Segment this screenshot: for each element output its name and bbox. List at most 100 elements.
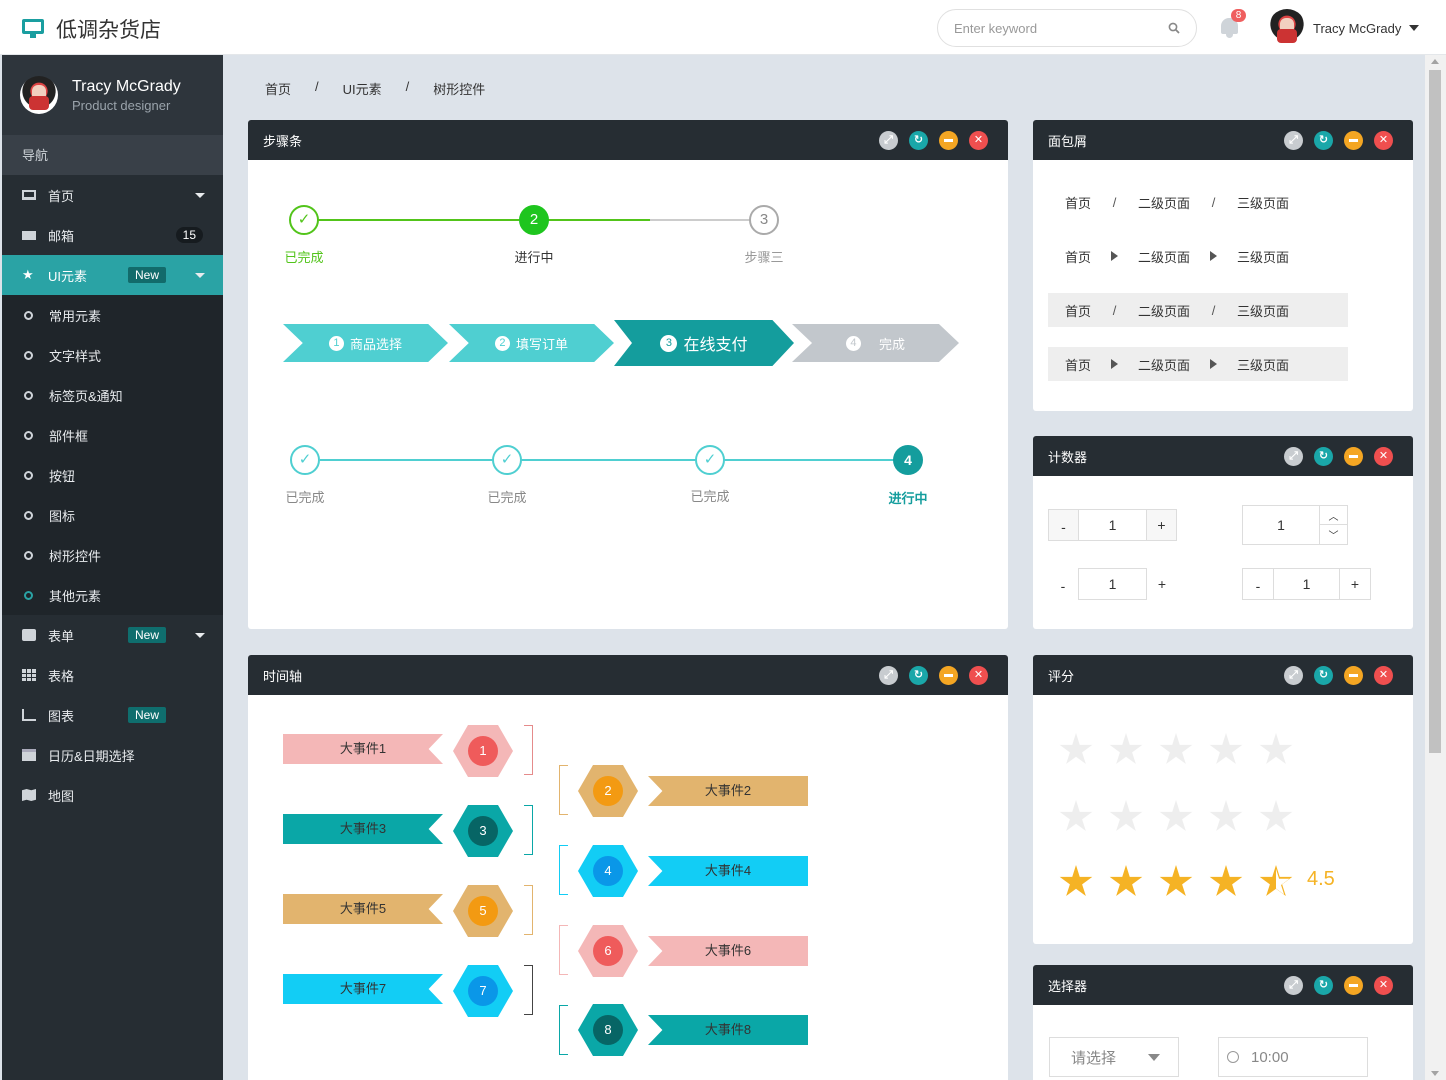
star-icon[interactable] — [1159, 865, 1193, 896]
search-input[interactable]: Enter keyword — [954, 20, 1038, 36]
minus-button[interactable]: - — [1060, 578, 1066, 594]
sidebar-item-calendar[interactable]: 日历&日期选择 — [2, 735, 223, 775]
refresh-icon[interactable]: ↻ — [1314, 976, 1333, 995]
star-icon[interactable] — [1259, 865, 1293, 896]
minimize-icon[interactable] — [1344, 976, 1363, 995]
star-icon[interactable] — [1109, 865, 1143, 896]
sidebar-item-home[interactable]: 首页 — [2, 175, 223, 215]
expand-icon[interactable]: ⤢ — [1284, 447, 1303, 466]
close-icon[interactable]: ✕ — [1374, 976, 1393, 995]
expand-icon[interactable]: ⤢ — [1284, 666, 1303, 685]
new-badge: New — [128, 707, 167, 723]
star-icon[interactable] — [1209, 733, 1243, 764]
breadcrumb-item[interactable]: 二级页面 — [1138, 249, 1191, 265]
search-icon[interactable] — [1168, 22, 1180, 34]
chevron-up-icon[interactable]: ︿ — [1319, 506, 1348, 525]
expand-icon[interactable]: ⤢ — [1284, 976, 1303, 995]
minimize-icon[interactable] — [1344, 447, 1363, 466]
quantity-input[interactable]: 1 — [1078, 568, 1147, 600]
arrow-step[interactable]: 4 完成 — [792, 324, 959, 362]
star-icon[interactable] — [1259, 800, 1293, 831]
breadcrumb-item[interactable]: 首页 — [1065, 357, 1092, 373]
arrow-step-active[interactable]: 3 在线支付 — [614, 320, 794, 366]
arrow-step[interactable]: 2 填写订单 — [449, 324, 614, 362]
close-icon[interactable]: ✕ — [1374, 666, 1393, 685]
star-icon[interactable] — [1059, 865, 1093, 896]
sidebar-sub-item[interactable]: 树形控件 — [2, 535, 223, 575]
sidebar-item-map[interactable]: 地图 — [2, 775, 223, 815]
breadcrumb-item[interactable]: 首页 — [1065, 303, 1092, 319]
step-number: 3 — [660, 334, 678, 352]
breadcrumb-item[interactable]: 首页 — [1065, 195, 1092, 211]
close-icon[interactable]: ✕ — [1374, 447, 1393, 466]
scroll-down-icon[interactable] — [1431, 1071, 1439, 1076]
breadcrumb-item[interactable]: 首页 — [265, 82, 292, 97]
panel-tools: ⤢ ↻ ✕ — [1273, 131, 1393, 150]
breadcrumb-item[interactable]: 二级页面 — [1138, 357, 1191, 373]
plus-button[interactable]: + — [1157, 576, 1167, 592]
chevron-down-icon[interactable]: ﹀ — [1328, 531, 1339, 542]
star-icon[interactable] — [1259, 733, 1293, 764]
star-icon[interactable] — [1159, 733, 1193, 764]
sidebar-sub-item[interactable]: 标签页&通知 — [2, 375, 223, 415]
minimize-icon[interactable] — [939, 131, 958, 150]
close-icon[interactable]: ✕ — [969, 666, 988, 685]
refresh-icon[interactable]: ↻ — [1314, 447, 1333, 466]
close-icon[interactable]: ✕ — [969, 131, 988, 150]
expand-icon[interactable]: ⤢ — [879, 131, 898, 150]
sidebar-sub-item[interactable]: 常用元素 — [2, 295, 223, 335]
user-menu[interactable]: Tracy McGrady — [1268, 9, 1420, 47]
minimize-icon[interactable] — [939, 666, 958, 685]
search-box[interactable]: Enter keyword — [937, 9, 1197, 47]
sidebar-sub-item[interactable]: 部件框 — [2, 415, 223, 455]
minimize-icon[interactable] — [1344, 666, 1363, 685]
minus-button[interactable]: - — [1049, 510, 1079, 540]
minus-button[interactable]: - — [1243, 569, 1274, 599]
scroll-up-icon[interactable] — [1431, 59, 1439, 64]
plus-button[interactable]: + — [1146, 510, 1176, 540]
close-icon[interactable]: ✕ — [1374, 131, 1393, 150]
refresh-icon[interactable]: ↻ — [1314, 131, 1333, 150]
time-picker[interactable]: 10:00 — [1218, 1037, 1368, 1077]
refresh-icon[interactable]: ↻ — [1314, 666, 1333, 685]
star-icon[interactable] — [1059, 733, 1093, 764]
timeline-panel: 时间轴 ⤢ ↻ ✕ 大事件1 1 大事件3 3 大事件5 5 大事件7 7 2 大事… — [248, 655, 1008, 1080]
sidebar-item-charts[interactable]: 图表 New — [2, 695, 223, 735]
plus-button[interactable]: + — [1339, 569, 1370, 599]
sidebar-sub-item-current[interactable]: 其他元素 — [2, 575, 223, 615]
star-icon[interactable] — [1059, 800, 1093, 831]
scrollbar-thumb[interactable] — [1429, 70, 1441, 753]
breadcrumb-item[interactable]: UI元素 — [342, 82, 382, 97]
star-icon[interactable] — [1209, 865, 1243, 896]
quantity-input[interactable]: 1 — [1277, 517, 1285, 533]
sidebar-item-ui[interactable]: ★ UI元素 New — [2, 255, 223, 295]
refresh-icon[interactable]: ↻ — [909, 131, 928, 150]
sidebar-sub-item[interactable]: 图标 — [2, 495, 223, 535]
sidebar-sub-item[interactable]: 文字样式 — [2, 335, 223, 375]
arrow-step[interactable]: 1 商品选择 — [283, 324, 448, 362]
star-icon[interactable] — [1159, 800, 1193, 831]
star-icon[interactable] — [1109, 800, 1143, 831]
select-dropdown[interactable]: 请选择 — [1049, 1037, 1179, 1077]
expand-icon[interactable]: ⤢ — [879, 666, 898, 685]
quantity-input[interactable]: 1 — [1108, 517, 1117, 533]
sidebar-item-forms[interactable]: 表单 New — [2, 615, 223, 655]
brand[interactable]: 低调杂货店 — [22, 14, 161, 44]
breadcrumb-item[interactable]: 二级页面 — [1138, 195, 1191, 211]
sub-item-label: 部件框 — [49, 428, 89, 444]
sidebar-sub-item[interactable]: 按钮 — [2, 455, 223, 495]
scrollbar[interactable] — [1425, 55, 1446, 1080]
refresh-icon[interactable]: ↻ — [909, 666, 928, 685]
expand-icon[interactable]: ⤢ — [1284, 131, 1303, 150]
breadcrumb-item[interactable]: 二级页面 — [1138, 303, 1191, 319]
timeline-hex: 2 — [578, 765, 638, 817]
sidebar-item-mail[interactable]: 邮箱 15 — [2, 215, 223, 255]
sidebar-item-tables[interactable]: 表格 — [2, 655, 223, 695]
star-icon[interactable] — [1209, 800, 1243, 831]
step-number: 2 — [494, 335, 510, 351]
minimize-icon[interactable] — [1344, 131, 1363, 150]
breadcrumb-item[interactable]: 首页 — [1065, 249, 1092, 265]
quantity-input[interactable]: 1 — [1302, 576, 1311, 592]
notification-bell[interactable]: 8 — [1218, 9, 1246, 40]
star-icon[interactable] — [1109, 733, 1143, 764]
